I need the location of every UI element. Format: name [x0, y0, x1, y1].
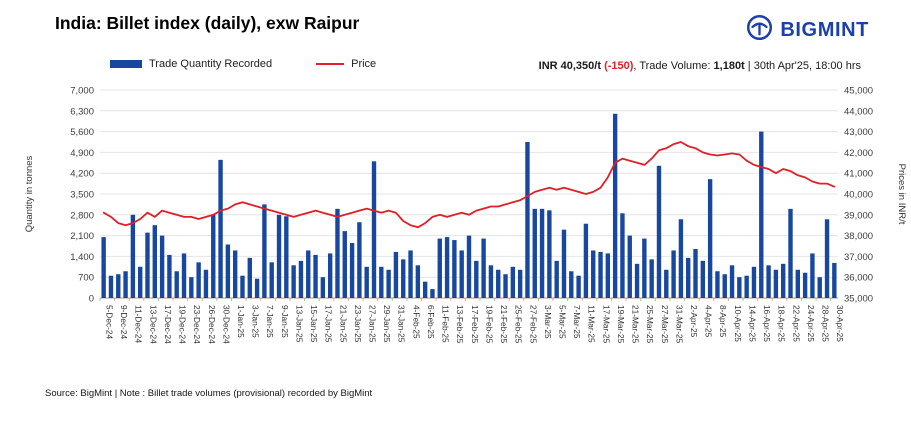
svg-text:Prices in INR/t: Prices in INR/t [896, 164, 907, 225]
line-swatch-icon [316, 63, 345, 65]
svg-text:2,800: 2,800 [70, 210, 94, 221]
svg-text:10-Apr-25: 10-Apr-25 [733, 305, 743, 342]
svg-text:17-Dec-24: 17-Dec-24 [163, 305, 173, 344]
svg-text:27-Mar-25: 27-Mar-25 [660, 305, 670, 344]
svg-text:11-Mar-25: 11-Mar-25 [587, 305, 597, 343]
svg-text:2,100: 2,100 [70, 231, 94, 242]
svg-text:13-Feb-25: 13-Feb-25 [455, 305, 465, 344]
svg-text:16-Apr-25: 16-Apr-25 [762, 305, 772, 342]
svg-text:45,000: 45,000 [844, 86, 873, 97]
svg-text:31-Mar-25: 31-Mar-25 [674, 305, 684, 344]
svg-text:35,000: 35,000 [844, 294, 873, 305]
svg-text:1,400: 1,400 [70, 252, 94, 263]
svg-text:17-Feb-25: 17-Feb-25 [470, 305, 480, 344]
svg-text:4-Apr-25: 4-Apr-25 [704, 305, 714, 338]
svg-text:23-Jan-25: 23-Jan-25 [353, 305, 363, 343]
legend-label-trade-quantity: Trade Quantity Recorded [149, 58, 273, 70]
index-summary: INR 40,350/t (-150), Trade Volume: 1,180… [539, 60, 861, 72]
svg-text:23-Dec-24: 23-Dec-24 [192, 305, 202, 344]
billet-combo-chart: 0 700 1,400 2,100 2,800 3,500 4,200 4,900 5,600 6… [24, 86, 907, 345]
svg-text:3-Mar-25: 3-Mar-25 [543, 305, 553, 339]
brand-wordmark: BIGMINT [780, 18, 869, 41]
svg-text:22-Apr-25: 22-Apr-25 [791, 305, 801, 342]
svg-text:7-Jan-25: 7-Jan-25 [265, 305, 275, 338]
svg-text:7-Mar-25: 7-Mar-25 [572, 305, 582, 339]
svg-text:6-Feb-25: 6-Feb-25 [426, 305, 436, 339]
svg-text:39,000: 39,000 [844, 210, 873, 221]
svg-text:25-Feb-25: 25-Feb-25 [514, 305, 524, 344]
bigmint-logo: BIGMINT [746, 14, 869, 46]
svg-text:31-Jan-25: 31-Jan-25 [397, 305, 407, 343]
svg-text:5,600: 5,600 [70, 127, 94, 138]
svg-text:8-Apr-25: 8-Apr-25 [718, 305, 728, 338]
svg-text:4,900: 4,900 [70, 148, 94, 159]
legend-label-price: Price [351, 58, 377, 70]
svg-text:11-Dec-24: 11-Dec-24 [134, 305, 144, 344]
svg-text:41,000: 41,000 [844, 169, 873, 180]
svg-text:19-Dec-24: 19-Dec-24 [178, 305, 188, 344]
svg-text:24-Apr-25: 24-Apr-25 [806, 305, 816, 342]
legend-item-trade-quantity: Trade Quantity Recorded [110, 58, 272, 70]
svg-text:18-Apr-25: 18-Apr-25 [777, 305, 787, 342]
svg-text:11-Feb-25: 11-Feb-25 [441, 305, 451, 343]
svg-text:44,000: 44,000 [844, 106, 873, 117]
bar-swatch-icon [110, 60, 142, 68]
svg-text:4-Feb-25: 4-Feb-25 [411, 305, 421, 339]
svg-text:21-Feb-25: 21-Feb-25 [499, 305, 509, 344]
svg-text:2-Apr-25: 2-Apr-25 [689, 305, 699, 338]
svg-text:6,300: 6,300 [70, 106, 94, 117]
svg-text:30-Dec-24: 30-Dec-24 [221, 305, 231, 344]
svg-text:17-Jan-25: 17-Jan-25 [324, 305, 334, 343]
svg-text:13-Jan-25: 13-Jan-25 [294, 305, 304, 343]
svg-text:19-Feb-25: 19-Feb-25 [484, 305, 494, 344]
svg-text:13-Dec-24: 13-Dec-24 [148, 305, 158, 344]
svg-text:38,000: 38,000 [844, 231, 873, 242]
svg-text:9-Jan-25: 9-Jan-25 [280, 305, 290, 338]
svg-text:36,000: 36,000 [844, 273, 873, 284]
svg-text:7,000: 7,000 [70, 86, 94, 97]
page-title: India: Billet index (daily), exw Raipur [55, 13, 360, 33]
svg-text:27-Jan-25: 27-Jan-25 [368, 305, 378, 343]
svg-text:0: 0 [89, 294, 94, 305]
trade-volume: 1,180t [713, 60, 745, 72]
legend-item-price: Price [316, 58, 376, 70]
svg-text:40,000: 40,000 [844, 190, 873, 201]
svg-text:43,000: 43,000 [844, 127, 873, 138]
price-change: (-150) [601, 60, 634, 72]
svg-text:14-Apr-25: 14-Apr-25 [748, 305, 758, 342]
bigmint-logo-icon [746, 14, 773, 46]
svg-text:21-Mar-25: 21-Mar-25 [631, 305, 641, 344]
svg-text:5-Mar-25: 5-Mar-25 [558, 305, 568, 339]
svg-text:3-Jan-25: 3-Jan-25 [251, 305, 261, 338]
svg-text:30-Apr-25: 30-Apr-25 [835, 305, 845, 342]
chart-area: 0 700 1,400 2,100 2,800 3,500 4,200 4,900 5,600 6… [0, 76, 911, 384]
svg-text:15-Jan-25: 15-Jan-25 [309, 305, 319, 343]
source-note: Source: BigMint | Note : Billet trade vo… [45, 388, 373, 399]
svg-text:Quantity in tonnes: Quantity in tonnes [24, 155, 35, 232]
svg-text:700: 700 [78, 273, 94, 284]
volume-prefix: , Trade Volume: [633, 60, 714, 72]
svg-text:4,200: 4,200 [70, 169, 94, 180]
svg-text:17-Mar-25: 17-Mar-25 [601, 305, 611, 344]
svg-text:37,000: 37,000 [844, 252, 873, 263]
svg-text:42,000: 42,000 [844, 148, 873, 159]
timestamp: | 30th Apr'25, 18:00 hrs [744, 60, 861, 72]
current-price: INR 40,350/t [538, 60, 602, 72]
svg-text:1-Jan-25: 1-Jan-25 [236, 305, 246, 338]
svg-text:21-Jan-25: 21-Jan-25 [338, 305, 348, 343]
svg-text:3,500: 3,500 [70, 190, 94, 201]
svg-text:19-Mar-25: 19-Mar-25 [616, 305, 626, 344]
chart-legend: Trade Quantity Recorded Price [110, 58, 376, 70]
svg-text:26-Dec-24: 26-Dec-24 [207, 305, 217, 344]
svg-text:25-Mar-25: 25-Mar-25 [645, 305, 655, 344]
svg-text:27-Feb-25: 27-Feb-25 [528, 305, 538, 344]
svg-text:28-Apr-25: 28-Apr-25 [821, 305, 831, 342]
svg-text:29-Jan-25: 29-Jan-25 [382, 305, 392, 343]
svg-text:5-Dec-24: 5-Dec-24 [105, 305, 115, 340]
svg-text:9-Dec-24: 9-Dec-24 [119, 305, 129, 340]
